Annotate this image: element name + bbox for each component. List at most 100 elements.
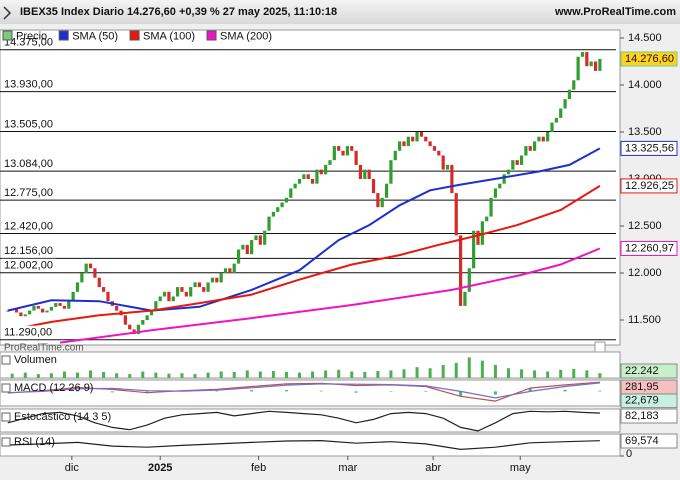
candle: [485, 216, 489, 222]
candle: [162, 291, 167, 297]
bar: [354, 391, 358, 393]
level-label: 12.420,00: [4, 220, 53, 232]
candle: [315, 169, 319, 184]
candle: [28, 310, 32, 315]
value-box: [620, 51, 678, 67]
info-icon[interactable]: [594, 341, 606, 353]
candle: [537, 136, 541, 142]
candle: [302, 174, 306, 179]
panel-title: RSI (14): [14, 436, 55, 448]
x-tick-label: abr: [425, 462, 441, 474]
level-label-bg: [1, 117, 56, 131]
value-box-label: 14.276,60: [625, 53, 674, 65]
panel: [0, 29, 621, 346]
candle: [276, 207, 280, 212]
candle: [223, 268, 228, 273]
level-label: 11.290,00: [4, 327, 52, 339]
candle: [498, 183, 502, 189]
level-label-bg: [1, 35, 56, 49]
value-box: [620, 240, 678, 256]
candle: [62, 305, 67, 309]
bar: [506, 368, 510, 378]
value-box: [620, 178, 678, 194]
candle: [554, 117, 558, 123]
candle: [593, 61, 598, 71]
level-label-bg: [1, 186, 56, 200]
candle: [54, 303, 58, 307]
candle: [280, 202, 284, 208]
bar: [402, 369, 406, 378]
series-line: [7, 185, 601, 332]
candle: [546, 131, 550, 142]
candle: [210, 277, 215, 283]
candle: [115, 305, 119, 311]
bar: [459, 391, 463, 397]
value-box-label: 82,183: [625, 410, 659, 422]
x-tick-label: mar: [338, 462, 357, 474]
bar: [389, 391, 393, 392]
bar: [128, 374, 132, 378]
candle: [532, 141, 537, 151]
candle: [206, 282, 210, 292]
x-tick-label: 2025: [148, 462, 172, 474]
value-box-label: 281,95: [625, 381, 659, 393]
bar: [363, 371, 367, 378]
candle: [154, 301, 158, 311]
bar: [232, 371, 236, 378]
header-bar: [0, 0, 680, 24]
candle: [472, 230, 476, 269]
series-line: [59, 247, 601, 344]
collapse-icon[interactable]: [3, 6, 12, 20]
candle: [563, 99, 567, 109]
series-line: [7, 439, 600, 451]
x-tick-label: dic: [65, 462, 80, 474]
bar: [102, 371, 106, 378]
candle: [519, 155, 524, 165]
candle: [71, 291, 75, 302]
panel-title-icon: [1, 437, 11, 447]
panel-title: MACD (12 26 9): [14, 382, 93, 394]
candle: [141, 319, 145, 325]
candle: [36, 305, 40, 309]
y-tick-label: 13.500: [628, 126, 662, 138]
candle: [489, 197, 493, 217]
bar: [324, 370, 328, 378]
candle: [158, 296, 162, 302]
candle: [14, 308, 19, 313]
y-tick-label: 12.500: [628, 220, 662, 232]
candle: [97, 277, 101, 288]
bar: [493, 365, 497, 378]
panel-title-icon: [1, 355, 11, 365]
bar: [428, 368, 432, 378]
candle: [171, 296, 175, 302]
candle: [123, 315, 127, 325]
candle: [350, 146, 354, 151]
candle: [576, 56, 580, 81]
candle: [345, 146, 349, 156]
bar: [271, 371, 275, 378]
candle: [506, 169, 511, 175]
bar: [467, 357, 471, 378]
legend-swatch: [206, 30, 217, 41]
panel-plot: [0, 49, 616, 344]
bar: [415, 367, 419, 378]
level-label-bg: [1, 325, 56, 339]
candle: [197, 282, 201, 288]
site-name[interactable]: www.ProRealTime.com: [554, 6, 676, 18]
bar: [258, 371, 262, 378]
level-label: 12.156,00: [4, 245, 53, 257]
candle: [306, 174, 310, 179]
candle: [419, 131, 424, 137]
candle: [310, 178, 315, 184]
bar: [454, 362, 458, 378]
candle: [67, 301, 71, 309]
bar: [180, 373, 184, 378]
bar: [598, 390, 602, 392]
bar: [493, 391, 497, 395]
bar: [563, 389, 567, 392]
value-box: [620, 363, 678, 379]
bar: [598, 373, 602, 378]
bar: [193, 374, 197, 378]
candle: [23, 314, 27, 317]
candle: [598, 58, 602, 71]
